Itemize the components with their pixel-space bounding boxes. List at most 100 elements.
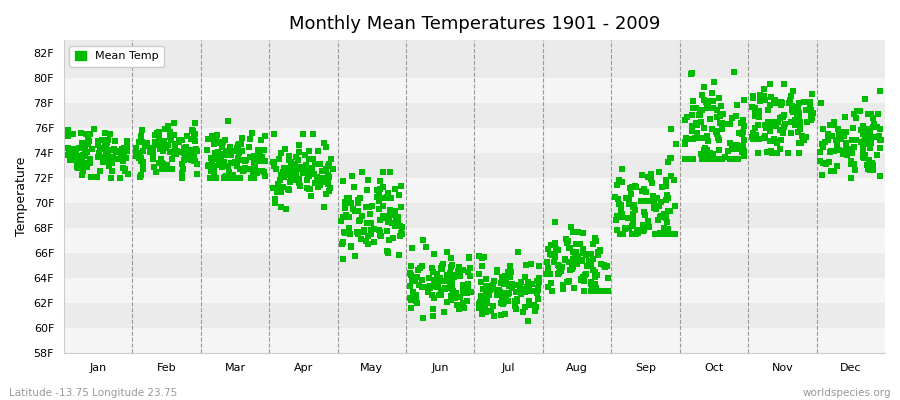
Point bbox=[430, 282, 445, 288]
Point bbox=[684, 70, 698, 77]
Point bbox=[313, 160, 328, 167]
Point bbox=[101, 159, 115, 165]
Point bbox=[167, 151, 182, 158]
Point bbox=[354, 236, 368, 242]
Point bbox=[438, 285, 453, 292]
Point bbox=[804, 106, 818, 113]
Point bbox=[575, 257, 590, 264]
Point bbox=[768, 97, 782, 104]
Point bbox=[496, 298, 510, 305]
Point bbox=[443, 273, 457, 279]
Bar bbox=[64, 153, 885, 178]
Point bbox=[455, 287, 470, 293]
Point bbox=[255, 153, 269, 160]
Point bbox=[649, 231, 663, 238]
Point bbox=[410, 292, 424, 298]
Point bbox=[508, 282, 523, 288]
Point bbox=[306, 131, 320, 137]
Point bbox=[765, 150, 779, 156]
Point bbox=[567, 253, 581, 260]
Point bbox=[338, 205, 352, 212]
Point bbox=[558, 257, 572, 264]
Point bbox=[598, 264, 613, 270]
Point bbox=[257, 133, 272, 139]
Point bbox=[114, 154, 129, 160]
Point bbox=[772, 127, 787, 134]
Point bbox=[571, 253, 585, 259]
Point bbox=[565, 260, 580, 266]
Point bbox=[498, 289, 512, 296]
Point bbox=[104, 160, 119, 166]
Point bbox=[541, 284, 555, 290]
Point bbox=[552, 263, 566, 270]
Point bbox=[730, 146, 744, 152]
Point bbox=[749, 133, 763, 140]
Point bbox=[402, 270, 417, 276]
Point bbox=[266, 185, 281, 191]
Point bbox=[641, 218, 655, 224]
Point bbox=[109, 148, 123, 155]
Point bbox=[833, 131, 848, 138]
Point bbox=[521, 283, 535, 289]
Point bbox=[618, 224, 633, 231]
Point bbox=[805, 90, 819, 97]
Point bbox=[774, 137, 788, 143]
Point bbox=[392, 192, 406, 198]
Point bbox=[830, 162, 844, 169]
Point bbox=[76, 151, 90, 158]
Point bbox=[839, 142, 853, 148]
Point bbox=[563, 224, 578, 230]
Point bbox=[757, 93, 771, 99]
Point bbox=[504, 269, 518, 276]
Point bbox=[228, 159, 242, 166]
Point bbox=[482, 286, 497, 293]
Point bbox=[356, 227, 371, 234]
Point bbox=[238, 156, 253, 163]
Point bbox=[289, 154, 303, 160]
Point bbox=[730, 102, 744, 108]
Point bbox=[857, 138, 871, 144]
Point bbox=[115, 146, 130, 152]
Point bbox=[499, 311, 513, 318]
Point bbox=[510, 249, 525, 255]
Point bbox=[446, 288, 460, 294]
Point bbox=[823, 148, 837, 155]
Point bbox=[218, 137, 232, 144]
Point bbox=[695, 92, 709, 98]
Point bbox=[103, 147, 117, 154]
Point bbox=[212, 151, 227, 158]
Point bbox=[640, 198, 654, 204]
Point bbox=[118, 166, 132, 173]
Point bbox=[99, 152, 113, 159]
Point bbox=[402, 294, 417, 301]
Point bbox=[526, 288, 540, 295]
Point bbox=[428, 283, 442, 289]
Point bbox=[571, 228, 585, 235]
Point bbox=[653, 213, 668, 220]
Point bbox=[479, 292, 493, 299]
Point bbox=[767, 136, 781, 143]
Point bbox=[518, 262, 533, 269]
Point bbox=[850, 108, 864, 114]
Point bbox=[710, 131, 724, 138]
Point bbox=[785, 107, 799, 113]
Point bbox=[252, 152, 266, 158]
Point bbox=[763, 138, 778, 144]
Point bbox=[161, 142, 176, 148]
Point bbox=[456, 267, 471, 274]
Point bbox=[393, 204, 408, 210]
Point bbox=[496, 301, 510, 308]
Point bbox=[573, 257, 588, 264]
Point bbox=[479, 308, 493, 315]
Point bbox=[636, 222, 651, 229]
Point bbox=[479, 298, 493, 304]
Point bbox=[653, 213, 668, 220]
Point bbox=[551, 262, 565, 268]
Point bbox=[551, 247, 565, 253]
Point bbox=[286, 171, 301, 177]
Point bbox=[255, 168, 269, 175]
Point bbox=[584, 279, 598, 285]
Point bbox=[292, 149, 306, 156]
Point bbox=[284, 179, 298, 185]
Point bbox=[355, 212, 369, 219]
